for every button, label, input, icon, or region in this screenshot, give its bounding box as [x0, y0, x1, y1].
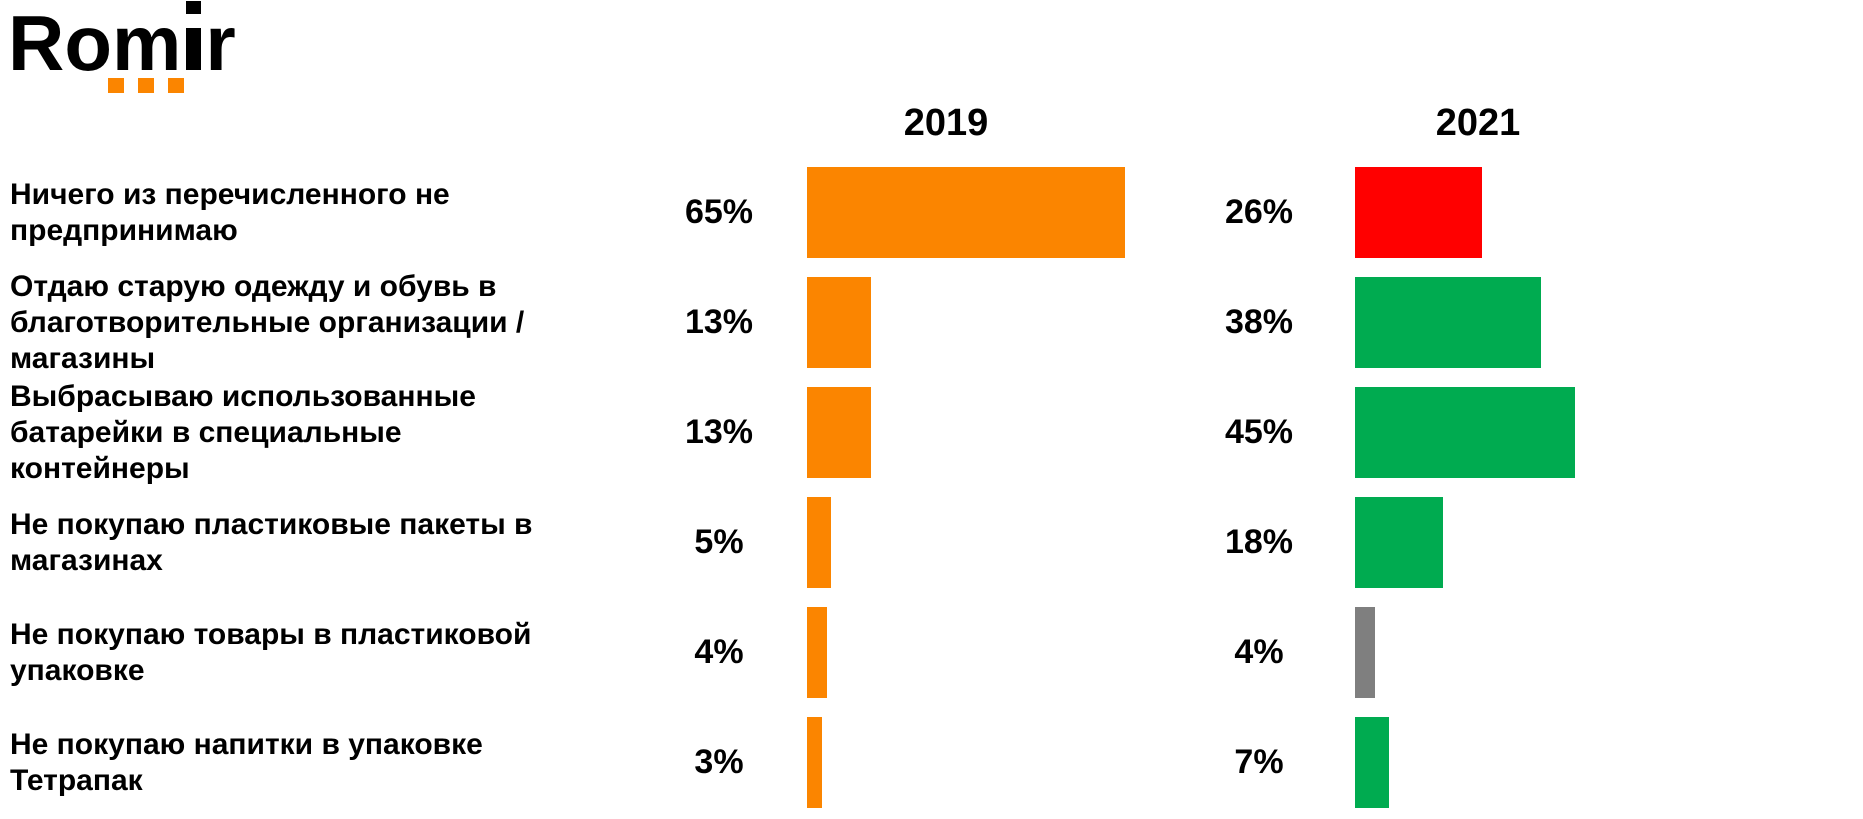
category-label: Отдаю старую одежду и обувь в благотвори… — [10, 269, 525, 375]
chart-row: Выбрасываю использованные батарейки в сп… — [0, 379, 1863, 485]
value-label-2021: 26% — [1224, 193, 1294, 231]
column-header-2019: 2019 — [903, 102, 989, 144]
bar-2021 — [1355, 497, 1443, 588]
bar-2019 — [807, 607, 827, 698]
value-label-2021: 38% — [1224, 303, 1294, 341]
bar-2019 — [807, 497, 831, 588]
value-label-2019: 4% — [694, 633, 744, 671]
value-label-2021: 18% — [1224, 523, 1294, 561]
bar-2019 — [807, 717, 822, 808]
bar-2021 — [1355, 167, 1482, 258]
bar-2021 — [1355, 607, 1375, 698]
logo-text-r: r — [205, 0, 236, 87]
chart-row: Не покупаю товары в пластиковой упаковке… — [0, 607, 1863, 698]
value-label-2021: 4% — [1234, 633, 1284, 671]
value-label-2021: 7% — [1234, 743, 1284, 781]
logo-text-rom: Rom — [8, 0, 182, 87]
bar-2019 — [807, 387, 871, 478]
category-label: Не покупаю напитки в упаковке Тетрапак — [10, 727, 483, 797]
chart-row: Не покупаю пластиковые пакеты в магазина… — [0, 497, 1863, 588]
bar-2019 — [807, 277, 871, 368]
logo-orange-squares — [108, 78, 184, 93]
column-header-2021: 2021 — [1435, 102, 1521, 144]
value-label-2019: 5% — [694, 523, 744, 561]
chart-row: Не покупаю напитки в упаковке Тетрапак 3%… — [0, 717, 1863, 808]
value-label-2019: 13% — [684, 303, 754, 341]
logo-dot — [108, 78, 124, 93]
value-label-2019: 13% — [684, 413, 754, 451]
bar-2021 — [1355, 717, 1389, 808]
value-label-2019: 3% — [694, 743, 744, 781]
category-label: Выбрасываю использованные батарейки в сп… — [10, 379, 476, 485]
logo-letter-i — [186, 1, 202, 70]
bar-2019 — [807, 167, 1125, 258]
bar-2021 — [1355, 387, 1575, 478]
chart-row: Отдаю старую одежду и обувь в благотвори… — [0, 269, 1863, 375]
category-label: Ничего из перечисленного не предпринимаю — [10, 177, 450, 247]
chart-row: Ничего из перечисленного не предпринимаю… — [0, 167, 1863, 258]
category-label: Не покупаю пластиковые пакеты в магазина… — [10, 507, 533, 577]
value-label-2019: 65% — [684, 193, 754, 231]
bar-2021 — [1355, 277, 1541, 368]
logo-dot — [168, 78, 184, 93]
logo-text: Rom r — [8, 1, 236, 82]
logo-i-dot — [186, 1, 202, 14]
value-label-2021: 45% — [1224, 413, 1294, 451]
logo-dot — [138, 78, 154, 93]
category-label: Не покупаю товары в пластиковой упаковке — [10, 617, 532, 687]
